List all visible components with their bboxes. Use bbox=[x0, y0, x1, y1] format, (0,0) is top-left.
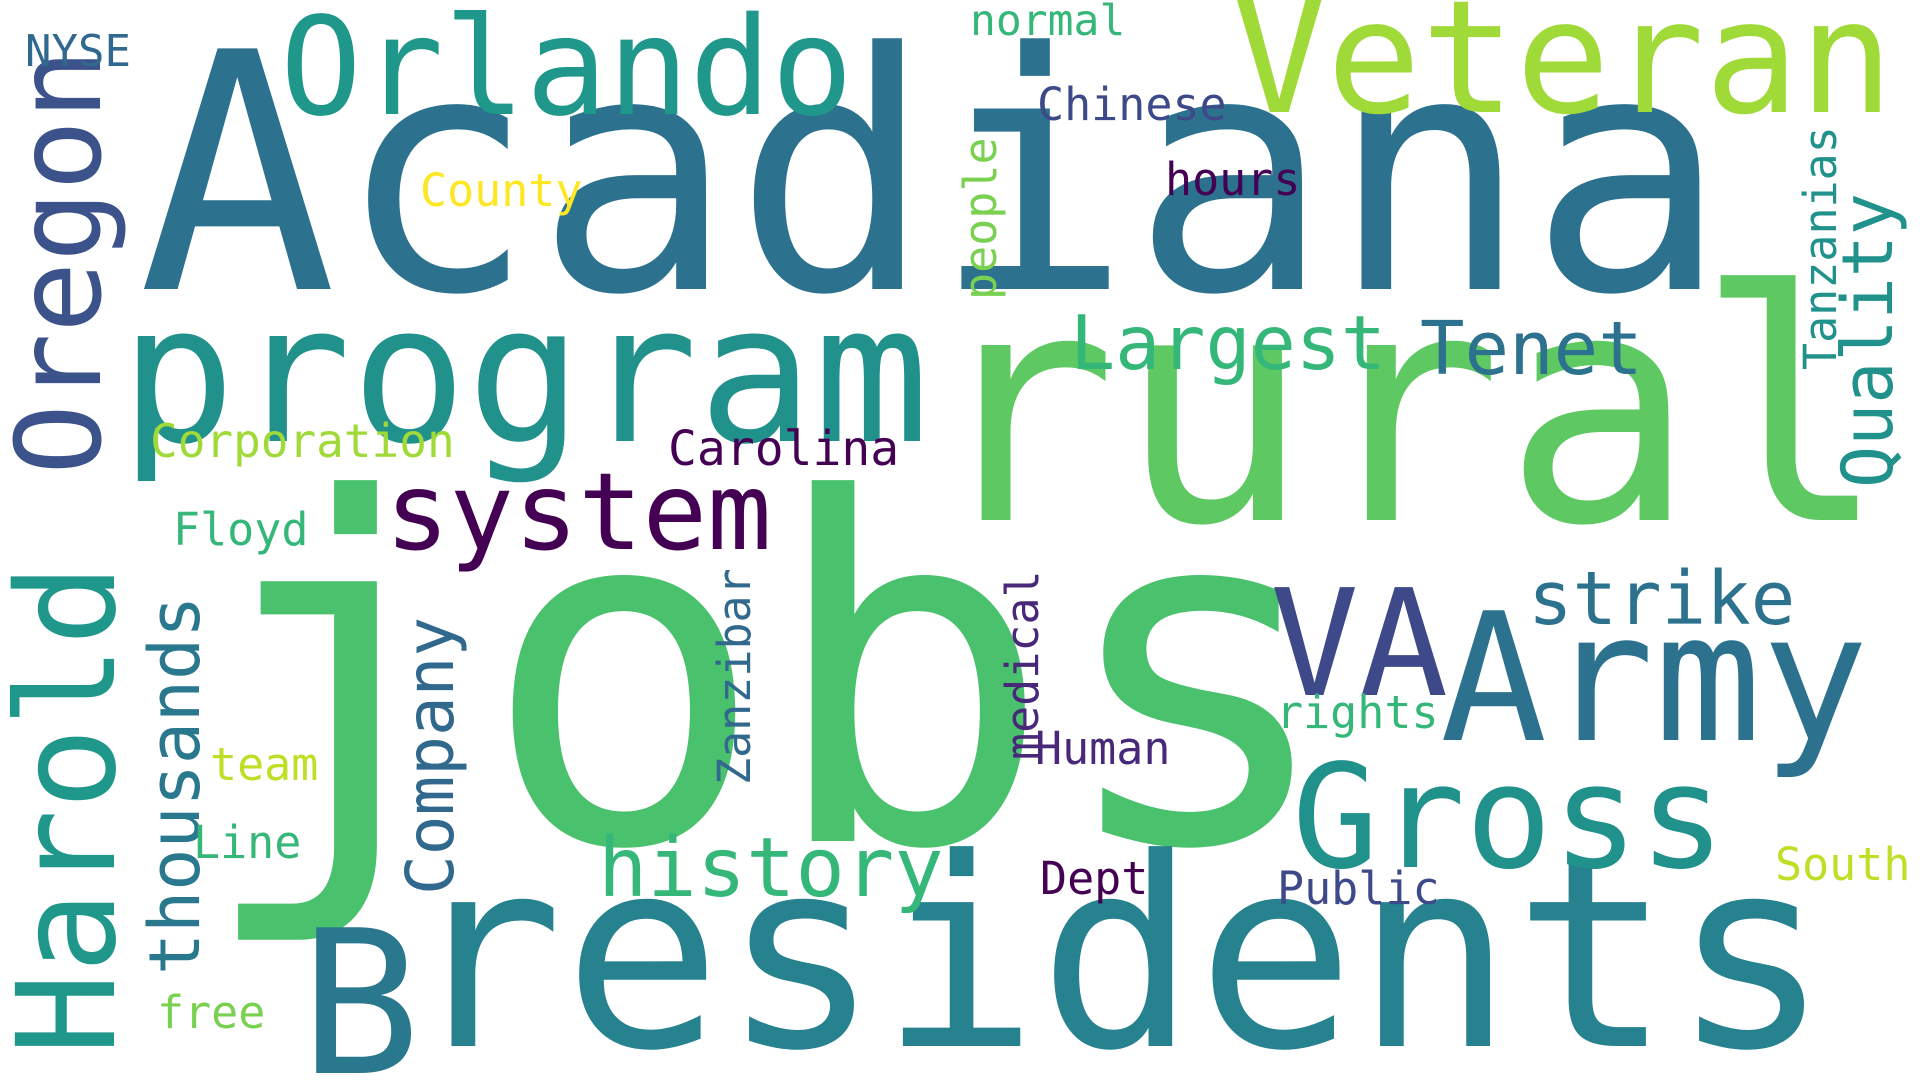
word-hours: hours bbox=[1165, 153, 1301, 206]
word-company: Company bbox=[392, 616, 469, 895]
word-residents: residents bbox=[405, 803, 1831, 1080]
word-rural: rural bbox=[925, 224, 1889, 596]
word-team: team bbox=[210, 738, 319, 791]
word-orlando: Orlando bbox=[280, 0, 854, 147]
word-public: Public bbox=[1277, 862, 1440, 915]
word-rights: rights bbox=[1276, 686, 1439, 739]
word-oregon: Oregon bbox=[0, 48, 128, 475]
word-people: people bbox=[954, 137, 1007, 300]
word-zanzibar: Zanzibar bbox=[708, 568, 761, 785]
word-south: South bbox=[1775, 838, 1911, 891]
word-va: VA bbox=[1270, 558, 1449, 730]
word-tanzanias: Tanzanias bbox=[1794, 126, 1847, 370]
word-dept: Dept bbox=[1040, 852, 1149, 905]
word-system: system bbox=[385, 451, 772, 575]
word-normal: normal bbox=[970, 0, 1126, 46]
word-history: history bbox=[598, 821, 944, 916]
word-line: Line bbox=[193, 816, 302, 869]
word-b: B bbox=[300, 888, 421, 1080]
word-thousands: thousands bbox=[134, 595, 216, 975]
word-acadiana: Acadiana bbox=[138, 0, 1728, 367]
word-carolina: Carolina bbox=[668, 421, 900, 477]
word-county: County bbox=[420, 164, 583, 217]
word-strike: strike bbox=[1528, 556, 1796, 642]
word-largest: Largest bbox=[1070, 299, 1387, 387]
word-program: program bbox=[120, 264, 930, 487]
word-harold: Harold bbox=[0, 563, 147, 1055]
word-chinese: Chinese bbox=[1037, 78, 1227, 131]
word-floyd: Floyd bbox=[173, 503, 309, 556]
word-tenet: Tenet bbox=[1420, 306, 1643, 392]
word-free: free bbox=[157, 986, 266, 1039]
word-nyse: NYSE bbox=[25, 26, 131, 77]
word-gross: Gross bbox=[1292, 733, 1726, 901]
word-jobs: jobs bbox=[195, 401, 1339, 954]
word-human: Human bbox=[1035, 722, 1171, 775]
word-corporation: Corporation bbox=[150, 414, 455, 468]
word-veteran: Veteran bbox=[1232, 0, 1894, 150]
word-army: Army bbox=[1440, 575, 1869, 782]
